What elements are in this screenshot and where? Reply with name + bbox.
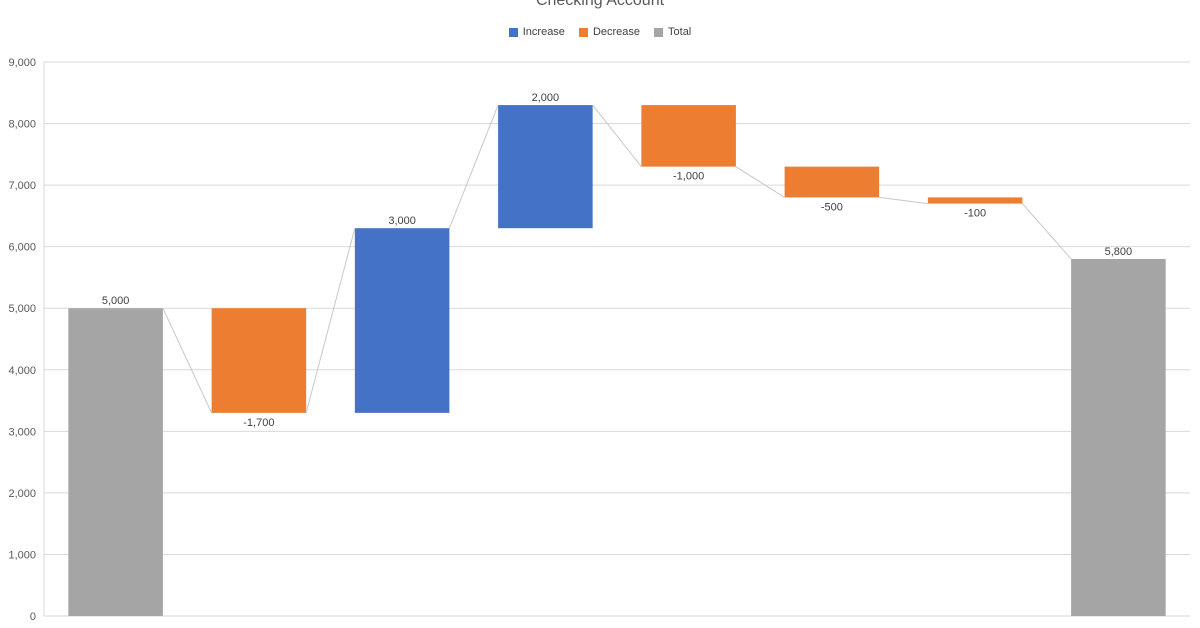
connector-line <box>879 196 928 205</box>
y-tick-label: 8,000 <box>8 119 36 131</box>
legend-item-increase: Increase <box>508 26 565 38</box>
legend-label-decrease: Decrease <box>592 26 641 38</box>
data-label: -1,700 <box>243 417 274 429</box>
legend-label-increase: Increase <box>522 26 565 38</box>
y-tick-label: 6,000 <box>8 242 36 254</box>
y-tick-label: 3,000 <box>8 426 36 438</box>
data-label: 5,800 <box>1105 246 1133 258</box>
data-label: -100 <box>964 208 986 220</box>
data-label: 5,000 <box>102 295 130 307</box>
y-tick-label: 7,000 <box>8 180 36 192</box>
legend-swatch-decrease <box>578 27 588 37</box>
chart-title: Checking Account <box>535 0 665 9</box>
bar-increase <box>498 105 593 229</box>
connector-line <box>162 308 213 414</box>
y-tick-label: 9,000 <box>8 57 36 69</box>
y-tick-label: 2,000 <box>8 488 36 500</box>
y-tick-label: 5,000 <box>8 303 36 315</box>
legend-swatch-increase <box>508 27 518 37</box>
bar-decrease <box>784 166 880 198</box>
legend-swatch-total <box>654 27 664 37</box>
data-label: 2,000 <box>532 92 560 104</box>
connector-line <box>592 104 642 167</box>
chart-legend: Increase Decrease Total <box>0 26 1200 38</box>
connector-line <box>735 166 785 198</box>
data-label: -500 <box>821 201 843 213</box>
legend-label-total: Total <box>668 26 692 38</box>
legend-item-total: Total <box>654 26 691 38</box>
bar-decrease <box>927 197 1023 204</box>
bar-total <box>68 308 163 616</box>
connector-line <box>1022 203 1072 260</box>
connector-line <box>305 228 356 413</box>
bar-total <box>1071 258 1166 616</box>
bar-increase <box>354 228 450 413</box>
connector-line <box>448 104 499 229</box>
data-label: 3,000 <box>388 215 416 227</box>
y-tick-label: 4,000 <box>8 365 36 377</box>
legend-item-decrease: Decrease <box>578 26 641 38</box>
data-label: -1,000 <box>673 171 704 183</box>
bar-decrease <box>641 105 736 167</box>
y-tick-label: 0 <box>30 611 36 623</box>
y-tick-label: 1,000 <box>8 549 36 561</box>
bar-decrease <box>211 308 307 413</box>
